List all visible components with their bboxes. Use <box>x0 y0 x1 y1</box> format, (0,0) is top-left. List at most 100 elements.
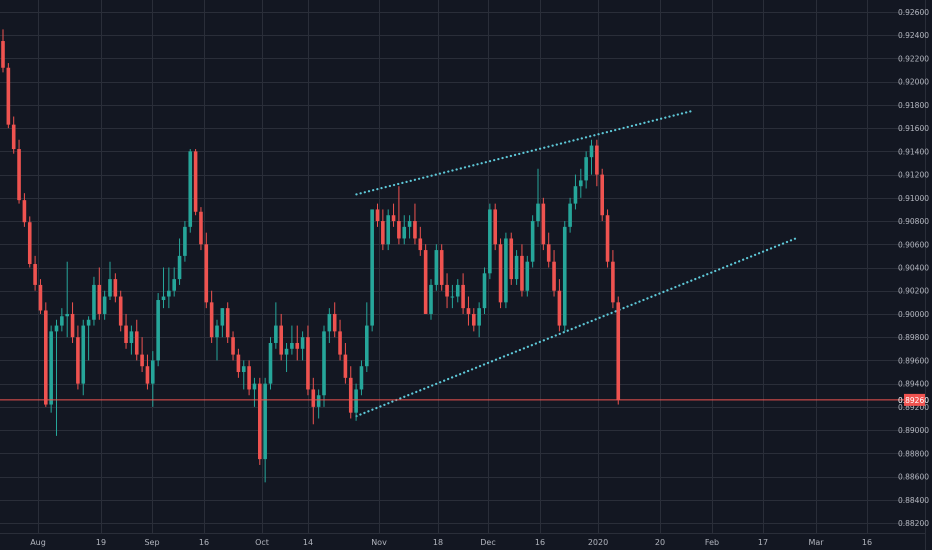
candle-down[interactable] <box>209 290 214 343</box>
candle-down[interactable] <box>70 302 75 343</box>
candle-up[interactable] <box>263 377 267 483</box>
y-axis[interactable]: 0.92600 0.92400 0.92200 0.92000 0.91800 0.916… <box>898 8 929 528</box>
candle-down[interactable] <box>348 366 353 419</box>
candle-down[interactable] <box>552 250 556 297</box>
candle-down[interactable] <box>204 232 209 309</box>
candle-down[interactable] <box>44 302 48 407</box>
candle-up[interactable] <box>488 203 492 280</box>
candle-down[interactable] <box>595 139 599 187</box>
candle-down[interactable] <box>520 244 524 297</box>
candle-up[interactable] <box>290 325 294 355</box>
candle-down[interactable] <box>33 255 37 291</box>
candle-down[interactable] <box>140 337 144 373</box>
candle-up[interactable] <box>102 290 107 320</box>
candle-down[interactable] <box>493 203 497 251</box>
candle-up[interactable] <box>573 174 578 210</box>
candle-up[interactable] <box>151 351 155 407</box>
candle-up[interactable] <box>167 267 171 309</box>
candle-series[interactable] <box>1 29 621 483</box>
candle-down[interactable] <box>498 238 503 309</box>
candle-up[interactable] <box>172 267 176 297</box>
candle-down[interactable] <box>546 232 551 268</box>
candle-up[interactable] <box>54 319 59 436</box>
candle-down[interactable] <box>605 209 610 268</box>
candle-up[interactable] <box>514 250 519 285</box>
candle-up[interactable] <box>536 168 540 227</box>
candle-up[interactable] <box>365 302 369 373</box>
candle-down[interactable] <box>375 203 380 227</box>
candle-down[interactable] <box>118 290 123 332</box>
candle-up[interactable] <box>568 197 572 233</box>
candle-up[interactable] <box>49 325 53 413</box>
candle-down[interactable] <box>418 226 423 256</box>
candle-down[interactable] <box>616 296 621 405</box>
candle-up[interactable] <box>589 139 594 175</box>
candle-down[interactable] <box>247 360 251 396</box>
candle-up[interactable] <box>129 325 134 355</box>
candle-up[interactable] <box>316 389 321 419</box>
candle-up[interactable] <box>284 342 289 373</box>
candle-up[interactable] <box>156 293 160 367</box>
candle-up[interactable] <box>268 337 273 390</box>
candle-up[interactable] <box>584 151 588 189</box>
candle-up[interactable] <box>370 209 374 332</box>
candle-down[interactable] <box>17 139 21 204</box>
candle-down[interactable] <box>338 319 342 361</box>
candle-down[interactable] <box>423 244 428 314</box>
candle-down[interactable] <box>97 267 102 320</box>
candle-up[interactable] <box>92 276 96 326</box>
candle-down[interactable] <box>225 302 230 343</box>
candle-down[interactable] <box>134 319 139 361</box>
candle-up[interactable] <box>108 261 112 301</box>
candle-up[interactable] <box>65 261 69 338</box>
candle-up[interactable] <box>359 360 364 396</box>
candle-down[interactable] <box>199 207 203 251</box>
candle-up[interactable] <box>562 221 567 332</box>
candle-down[interactable] <box>509 232 514 285</box>
upper-trendline[interactable] <box>355 109 695 196</box>
candle-down[interactable] <box>343 342 348 384</box>
candle-down[interactable] <box>6 63 11 129</box>
candle-up[interactable] <box>429 279 433 320</box>
candle-up[interactable] <box>241 360 246 390</box>
candle-down[interactable] <box>611 250 615 309</box>
candle-up[interactable] <box>327 308 332 343</box>
candle-down[interactable] <box>295 325 300 361</box>
candle-up[interactable] <box>188 149 193 233</box>
candle-up[interactable] <box>220 308 225 338</box>
candle-up[interactable] <box>274 302 278 349</box>
candle-down[interactable] <box>38 279 43 314</box>
candle-up[interactable] <box>252 377 257 407</box>
candle-down[interactable] <box>27 216 32 268</box>
candle-up[interactable] <box>525 255 530 297</box>
candle-up[interactable] <box>450 284 455 309</box>
trendlines[interactable] <box>355 109 797 418</box>
candle-down[interactable] <box>193 149 198 216</box>
candle-down[interactable] <box>439 244 444 291</box>
candle-down[interactable] <box>397 186 401 245</box>
candle-down[interactable] <box>279 313 283 361</box>
candle-down[interactable] <box>22 193 27 227</box>
candle-up[interactable] <box>300 331 305 361</box>
candle-up[interactable] <box>322 325 326 407</box>
x-axis[interactable]: Aug 19 Sep 16 Oct 14 Nov 18 Dec 16 2020 20 Feb 17 Mar 1… <box>30 538 872 547</box>
candle-down[interactable] <box>231 331 235 361</box>
candle-up[interactable] <box>183 221 187 262</box>
candle-down[interactable] <box>124 313 128 349</box>
candle-down[interactable] <box>391 203 396 227</box>
candle-up[interactable] <box>455 279 460 303</box>
candle-down[interactable] <box>113 273 118 303</box>
candle-down[interactable] <box>236 348 241 378</box>
candle-down[interactable] <box>76 325 80 390</box>
candle-down[interactable] <box>145 354 150 390</box>
candle-down[interactable] <box>445 273 449 309</box>
candle-up[interactable] <box>504 232 508 309</box>
candle-down[interactable] <box>472 308 476 332</box>
candle-up[interactable] <box>402 215 407 245</box>
candle-up[interactable] <box>60 308 64 332</box>
candle-down[interactable] <box>600 168 604 222</box>
lower-trendline[interactable] <box>355 237 797 418</box>
candle-up[interactable] <box>530 215 535 268</box>
candle-down[interactable] <box>306 325 310 396</box>
